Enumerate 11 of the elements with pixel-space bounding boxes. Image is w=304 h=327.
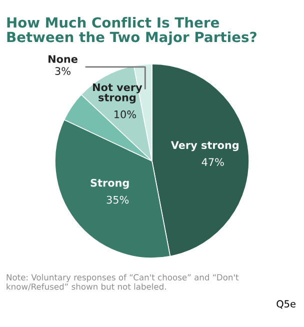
- data-label: 35%: [106, 196, 129, 204]
- slice-label: None: [48, 55, 78, 63]
- slice-label: Not very strong: [93, 83, 142, 104]
- data-label: 10%: [114, 110, 136, 118]
- chart-title: How Much Conflict Is There Between the Two Major Parties?: [7, 17, 256, 46]
- data-label: 47%: [202, 158, 224, 166]
- slice-label: Very strong: [170, 141, 238, 152]
- text: Note: Voluntary responses of “Can't choose” and “Don't know/Refused” shown but not labeled.: [6, 274, 239, 290]
- text: Q5e: [276, 300, 296, 309]
- data-label: 3%: [55, 67, 70, 75]
- slice-label: Strong: [90, 178, 129, 189]
